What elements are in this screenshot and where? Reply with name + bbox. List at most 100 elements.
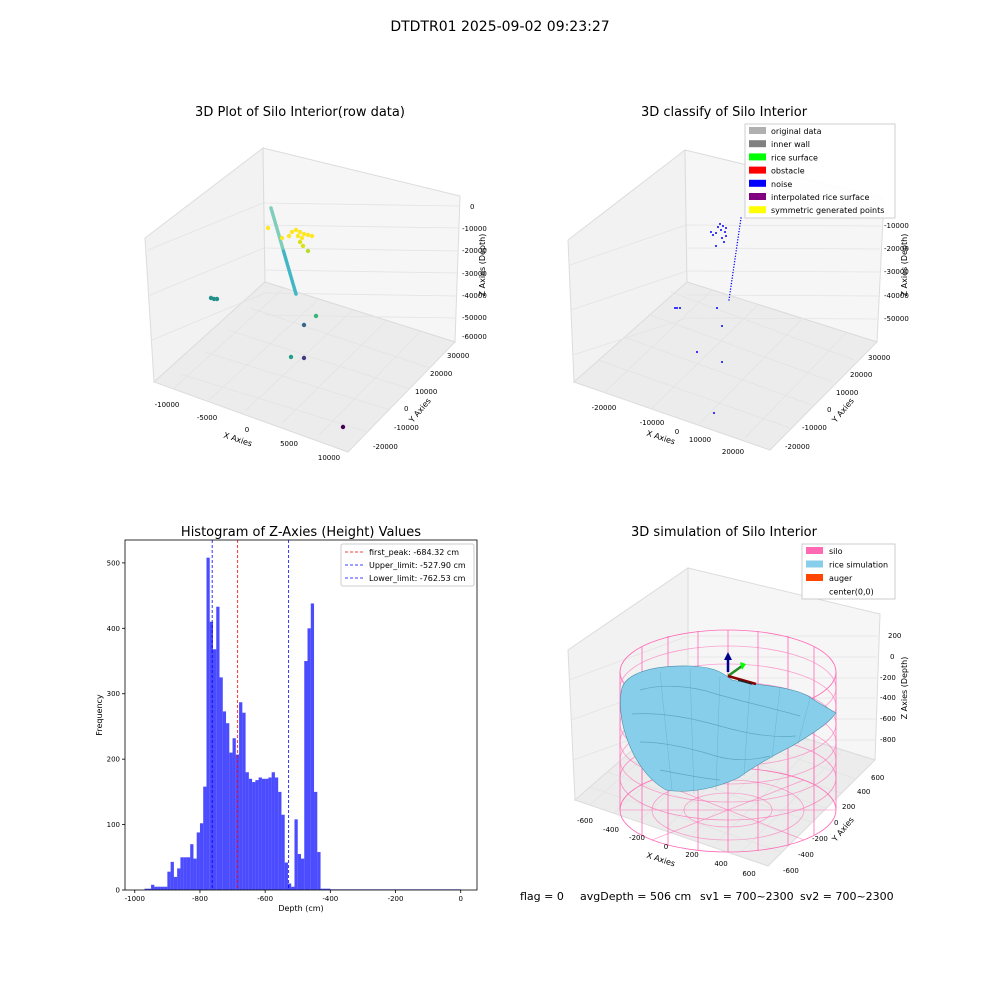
histogram-bar bbox=[222, 711, 227, 890]
p1-point bbox=[301, 322, 307, 328]
p2-point bbox=[724, 231, 726, 233]
p2-point bbox=[733, 263, 735, 266]
p1-ztick: -60000 bbox=[462, 333, 487, 341]
histogram-bar bbox=[154, 886, 158, 890]
p4-xtick: 200 bbox=[685, 851, 698, 859]
flag-text: flag = 0 bbox=[520, 890, 564, 903]
p3-xtick: -600 bbox=[257, 895, 273, 903]
histogram-bar bbox=[213, 649, 217, 890]
histogram-bar bbox=[317, 852, 321, 890]
p2-ytick: 20000 bbox=[850, 371, 872, 379]
p1-ztick: -10000 bbox=[462, 225, 487, 233]
p4-ztick: -600 bbox=[880, 715, 896, 723]
p2-zlabel: Z Axies (Depth) bbox=[900, 234, 909, 297]
histogram-bar bbox=[294, 819, 298, 890]
histogram-bar bbox=[307, 628, 311, 890]
p2-point bbox=[728, 296, 731, 298]
p2-ytick: 10000 bbox=[836, 389, 858, 397]
p4-center-axes bbox=[724, 652, 757, 686]
p2-point bbox=[733, 261, 736, 263]
legend-label: center(0,0) bbox=[829, 588, 874, 597]
legend-label: rice surface bbox=[771, 153, 818, 162]
p2-ztick: -30000 bbox=[884, 268, 909, 276]
p1-ytick: 0 bbox=[404, 405, 408, 413]
p1-ytick: 10000 bbox=[415, 388, 437, 396]
p3-yticks: 0 100 200 300 400 500 bbox=[107, 559, 125, 895]
legend-label: inner wall bbox=[771, 140, 810, 149]
p1-ytick: 20000 bbox=[430, 370, 452, 378]
p4-ztick: 200 bbox=[888, 632, 901, 640]
p4-ytick: 200 bbox=[842, 803, 855, 811]
p4-xtick: -200 bbox=[629, 834, 645, 842]
p2-point bbox=[731, 280, 733, 282]
avg-depth-text: avgDepth = 506 cm bbox=[580, 890, 691, 903]
p2-point bbox=[739, 220, 742, 222]
p4-xtick: 600 bbox=[742, 870, 755, 878]
p1-point bbox=[289, 229, 295, 235]
p3-title: Histogram of Z-Axies (Height) Values bbox=[181, 525, 421, 540]
p2-point bbox=[739, 222, 741, 225]
p2-ytick: 0 bbox=[827, 406, 831, 414]
legend-label: first_peak: -684.32 cm bbox=[369, 548, 459, 557]
histogram-bar bbox=[180, 857, 184, 890]
p3-xtick: -1000 bbox=[125, 895, 145, 903]
p1-point bbox=[301, 231, 307, 237]
p3-xtick: -800 bbox=[192, 895, 208, 903]
p4-ztick: -800 bbox=[880, 736, 896, 744]
p2-point bbox=[735, 247, 738, 249]
p1-ztick: 0 bbox=[470, 203, 474, 211]
legend-swatch bbox=[749, 153, 766, 161]
p1-point bbox=[295, 233, 301, 239]
p1-xtick: -10000 bbox=[155, 401, 180, 409]
legend-label: Upper_limit: -527.90 cm bbox=[369, 561, 466, 570]
histogram-bar bbox=[164, 886, 168, 890]
panel-classify-3d: 3D classify of Silo Interior bbox=[567, 105, 909, 456]
p3-xtick: -400 bbox=[322, 895, 338, 903]
p2-point-cloud bbox=[674, 217, 742, 414]
p2-point bbox=[733, 266, 735, 268]
p4-ytick: 0 bbox=[834, 819, 838, 827]
p4-ztick: -400 bbox=[880, 694, 896, 702]
p3-xtick: 0 bbox=[458, 895, 462, 903]
p2-ylabel: Y Axies bbox=[830, 396, 856, 425]
histogram-bar bbox=[291, 886, 295, 890]
p1-xtick: 5000 bbox=[280, 440, 298, 448]
histogram-bar bbox=[160, 886, 165, 890]
p2-point bbox=[740, 217, 742, 219]
p1-ylabel: Y Axies bbox=[407, 396, 433, 425]
p2-point bbox=[736, 241, 739, 244]
p4-legend: silo rice simulation auger center(0,0) bbox=[801, 543, 896, 600]
histogram-bar bbox=[209, 621, 213, 890]
p1-point bbox=[305, 232, 311, 238]
p2-point bbox=[734, 258, 736, 260]
legend-label: symmetric generated points bbox=[771, 206, 884, 215]
histogram-bar bbox=[239, 702, 243, 890]
histogram-bar bbox=[320, 888, 324, 890]
histogram-bar bbox=[261, 778, 266, 890]
p3-frame bbox=[124, 539, 478, 891]
p2-point bbox=[720, 229, 722, 231]
histogram-bar bbox=[287, 883, 292, 890]
p2-point bbox=[732, 269, 735, 271]
histogram-bar bbox=[167, 871, 171, 890]
p3-xlabel: Depth (cm) bbox=[278, 904, 323, 913]
legend-label: interpolated rice surface bbox=[771, 193, 869, 202]
p2-point bbox=[725, 235, 727, 237]
legend-label: noise bbox=[771, 180, 792, 189]
legend-label: Lower_limit: -762.53 cm bbox=[369, 574, 466, 583]
p2-point bbox=[730, 282, 733, 285]
histogram-bar bbox=[199, 823, 204, 890]
p2-title: 3D classify of Silo Interior bbox=[641, 105, 808, 120]
p4-ytick: 600 bbox=[871, 774, 884, 782]
p2-point bbox=[717, 226, 719, 228]
p2-ytick: -20000 bbox=[785, 443, 810, 451]
p2-point bbox=[738, 228, 741, 230]
p2-point bbox=[716, 307, 718, 309]
p1-ztick: -30000 bbox=[462, 270, 487, 278]
p4-xtick: 400 bbox=[714, 860, 727, 868]
p2-point bbox=[721, 237, 723, 239]
p2-point bbox=[730, 285, 732, 288]
histogram-bar bbox=[151, 884, 155, 890]
p2-point bbox=[713, 412, 715, 414]
p2-point bbox=[735, 252, 737, 255]
